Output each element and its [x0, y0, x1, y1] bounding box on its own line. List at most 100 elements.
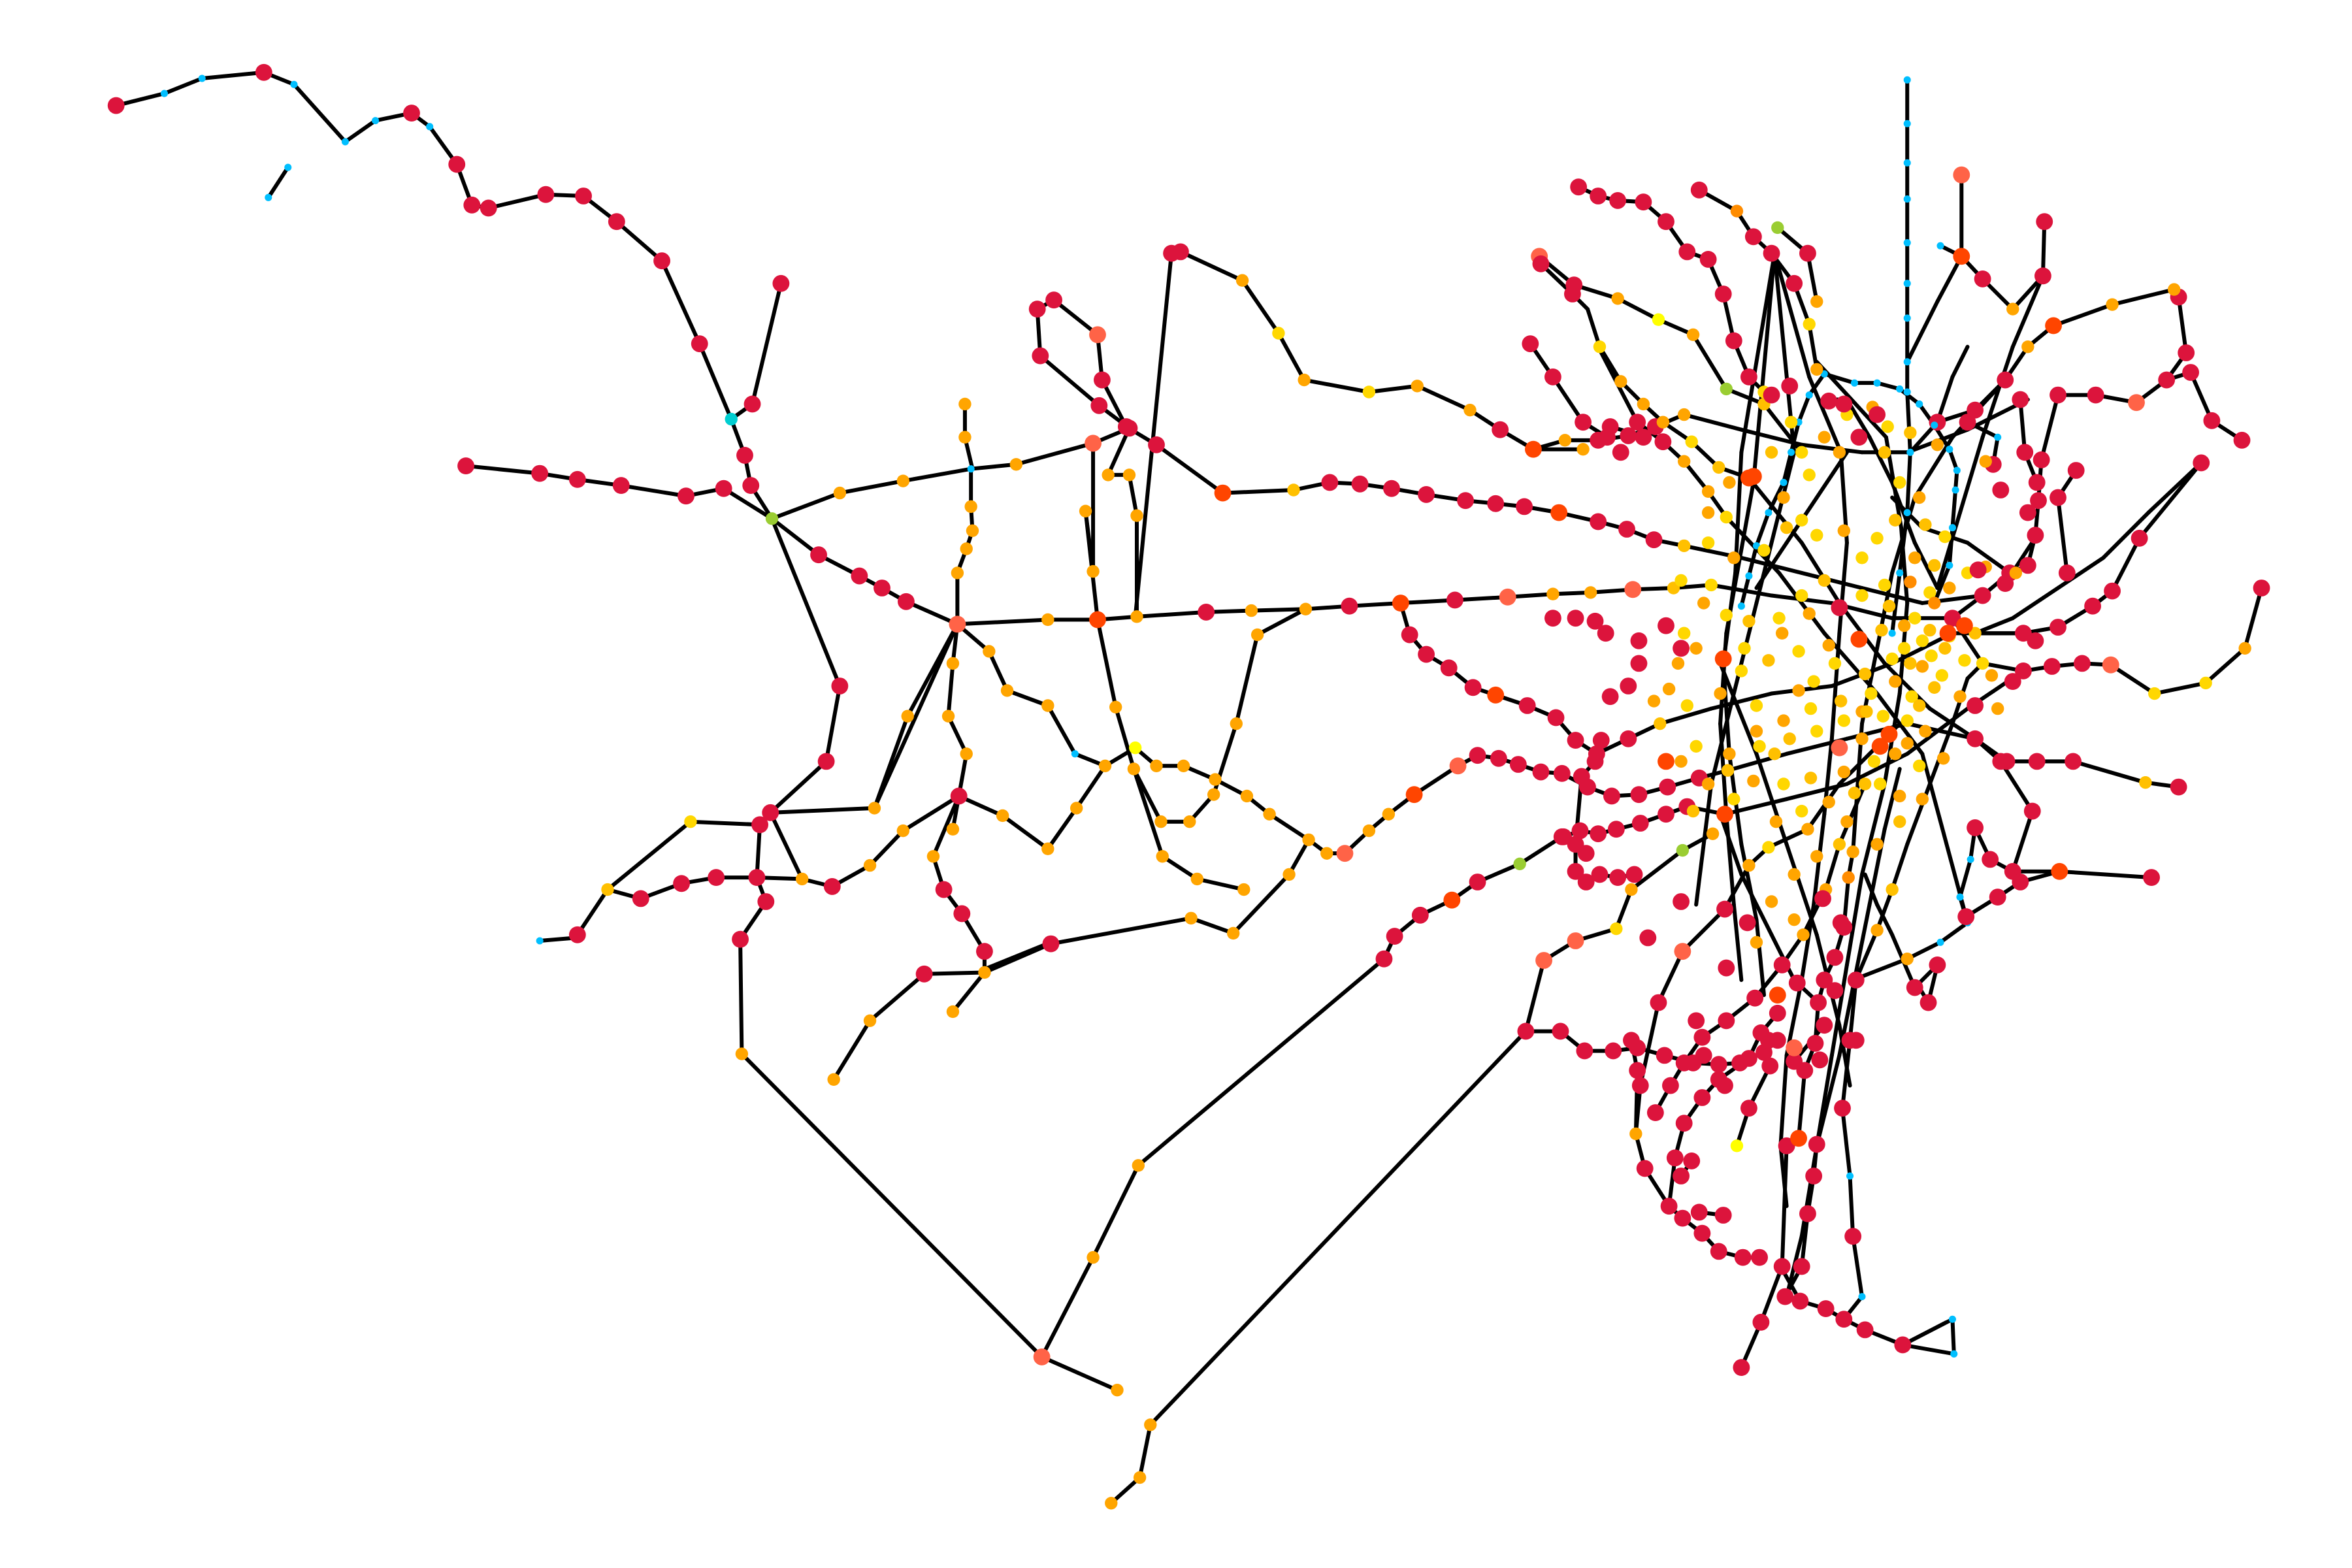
station-node-531	[1938, 642, 1952, 655]
station-node-495	[1701, 536, 1715, 549]
edge-598	[1837, 751, 1872, 786]
station-node-50	[1033, 1348, 1051, 1365]
edge-583	[2010, 274, 2045, 349]
station-node-545	[1953, 690, 1967, 703]
station-node-48	[732, 930, 749, 948]
station-node-466	[1744, 228, 1762, 246]
station-node-362	[2131, 529, 2148, 547]
station-node-34	[898, 593, 915, 610]
station-node-486	[1777, 491, 1790, 504]
station-node-267	[1718, 1012, 1735, 1030]
edge-122	[1231, 872, 1292, 936]
edge-117	[868, 972, 926, 1023]
station-node-611	[1795, 514, 1808, 527]
station-node-270	[1797, 928, 1810, 941]
station-node-260	[1742, 858, 1756, 872]
edge-120	[1049, 916, 1194, 946]
station-node-182	[1362, 385, 1376, 399]
station-node-72	[896, 824, 909, 838]
edge-354	[2152, 681, 2208, 696]
station-node-434	[1946, 561, 1953, 569]
station-node-557	[1777, 777, 1790, 791]
station-node-431	[1745, 572, 1753, 580]
edge-100	[946, 714, 969, 756]
edge-547	[1709, 691, 1774, 711]
edge-603	[1814, 1053, 1842, 1148]
station-node-540	[1835, 694, 1848, 708]
station-node-187	[1558, 434, 1572, 447]
station-node-390	[2006, 302, 2019, 316]
station-node-546	[1690, 740, 1703, 753]
station-node-668	[1639, 929, 1657, 947]
station-node-183	[1411, 380, 1424, 393]
station-node-620	[1701, 506, 1715, 519]
station-node-471	[1771, 221, 1784, 235]
station-node-309	[1950, 1350, 1958, 1358]
edge-588	[2101, 510, 2151, 560]
edge-189	[1240, 278, 1281, 335]
station-node-548	[1753, 740, 1766, 753]
station-node-157	[1117, 418, 1135, 435]
station-node-473	[1810, 295, 1823, 308]
edge-164	[1195, 877, 1246, 892]
station-node-128	[1198, 604, 1215, 621]
station-node-110	[1071, 750, 1079, 758]
station-node-319	[1740, 1100, 1757, 1117]
station-node-507	[2009, 566, 2023, 580]
station-node-417	[1850, 379, 1858, 387]
edge-585	[1957, 435, 1985, 515]
station-node-514	[1831, 599, 1848, 616]
edge-34	[770, 491, 842, 521]
station-node-562	[1913, 759, 1926, 772]
edge-113	[1045, 704, 1077, 756]
station-node-556	[1747, 774, 1760, 788]
station-node-623	[1784, 416, 1798, 429]
station-node-403	[2067, 462, 2085, 479]
station-node-186	[1525, 440, 1542, 458]
edge-289	[1759, 1264, 1784, 1324]
station-node-602	[1876, 710, 1890, 723]
station-node-168	[1550, 504, 1568, 521]
edge-561	[1682, 412, 1744, 432]
station-node-666	[1811, 1051, 1829, 1069]
station-node-446	[1593, 340, 1607, 353]
station-node-411	[1903, 358, 1911, 366]
station-node-12	[537, 186, 555, 203]
station-node-541	[1865, 687, 1878, 700]
edge-36	[901, 466, 973, 483]
station-node-43	[817, 753, 835, 770]
station-node-21	[265, 193, 272, 201]
edge-16	[697, 342, 734, 421]
edge-346	[2071, 759, 2148, 785]
station-node-590	[1792, 684, 1805, 697]
station-node-581	[1893, 815, 1906, 828]
edge-208	[1614, 887, 1633, 931]
edge-318	[1848, 977, 1858, 1043]
edge-578	[1912, 435, 1955, 500]
edge-593	[1905, 782, 1932, 847]
edge-50	[1039, 1255, 1096, 1359]
edge-95	[768, 806, 877, 815]
station-node-667	[1847, 1032, 1865, 1049]
station-node-9	[448, 155, 466, 173]
edge-5	[343, 118, 378, 144]
station-node-217	[1631, 815, 1649, 832]
edge-584	[1980, 344, 2015, 440]
station-node-23	[772, 274, 790, 292]
station-node-156	[1094, 371, 1111, 389]
edge-559	[1905, 706, 1970, 756]
station-node-107	[983, 645, 996, 658]
station-node-40	[1085, 434, 1102, 452]
station-node-109	[1041, 699, 1054, 712]
edge-72	[901, 794, 961, 833]
station-node-120	[958, 397, 972, 411]
station-node-134	[1499, 588, 1516, 606]
station-node-491	[1893, 476, 1906, 489]
station-node-251	[1674, 1209, 1691, 1227]
edge-268	[1766, 827, 1810, 849]
station-node-106	[901, 710, 914, 723]
station-node-544	[1928, 681, 1941, 694]
station-node-248	[1629, 1127, 1642, 1141]
station-node-408	[1903, 239, 1911, 247]
